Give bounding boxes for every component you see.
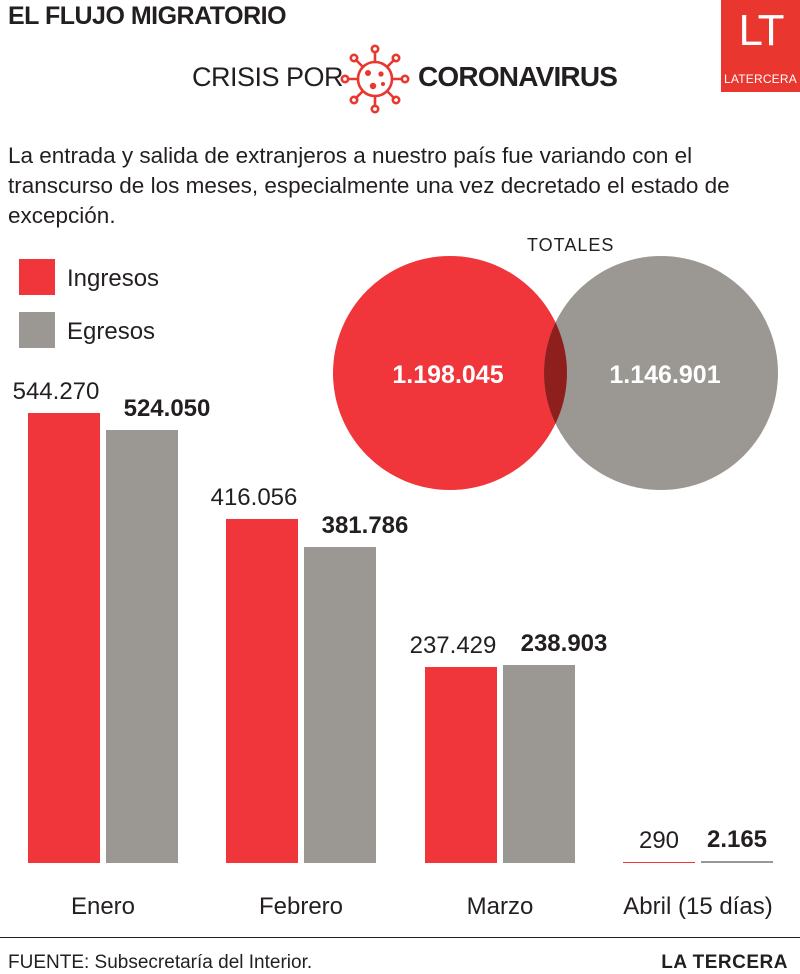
category-label-0: Enero: [70, 893, 136, 920]
bar-ingresos-1: [226, 519, 298, 863]
category-label-3: Abril (15 días): [623, 893, 773, 920]
footer-brand: LA TERCERA: [661, 952, 788, 973]
intro-text: La entrada y salida de extranjeros a nue…: [8, 143, 730, 228]
venn-egresos-circle: [544, 256, 778, 490]
value-label-egresos-1: 381.786: [321, 512, 409, 540]
legend-label-egresos: Egresos: [67, 318, 156, 345]
total-ingresos: 1.198.045: [392, 361, 503, 389]
total-egresos: 1.146.901: [609, 361, 720, 389]
value-label-ingresos-3: 290: [638, 827, 680, 854]
coronavirus-icon: [340, 44, 410, 114]
value-label-egresos-2: 238.903: [520, 630, 608, 658]
totals-venn: 1.198.045 1.146.901: [333, 256, 778, 490]
bar-egresos-2: [503, 665, 575, 863]
logo-mark: LT: [738, 6, 784, 55]
legend-label-ingresos: Ingresos: [67, 265, 160, 292]
value-label-ingresos-2: 237.429: [409, 631, 497, 659]
totals-label: TOTALES: [527, 235, 615, 255]
la-tercera-logo: LT LATERCERA: [721, 0, 800, 92]
logo-name: LATERCERA: [724, 72, 797, 86]
value-label-egresos-3: 2.165: [706, 826, 768, 854]
legend-swatch-ingresos: [19, 259, 55, 295]
bar-egresos-1: [304, 547, 376, 863]
baseline: [0, 937, 800, 938]
legend-swatch-egresos: [19, 312, 55, 348]
value-label-egresos-0: 524.050: [123, 394, 211, 422]
crisis-prefix: CRISIS POR: [192, 62, 344, 92]
venn-ingresos-circle: [333, 256, 567, 490]
bar-ingresos-0: [28, 413, 100, 863]
value-label-ingresos-0: 544.270: [12, 378, 100, 405]
value-label-ingresos-1: 416.056: [210, 484, 298, 511]
category-label-2: Marzo: [466, 893, 534, 920]
category-label-1: Febrero: [258, 893, 344, 920]
bar-egresos-3: [701, 861, 773, 863]
bar-egresos-0: [106, 429, 178, 863]
crisis-title: CORONAVIRUS: [418, 61, 618, 92]
bar-ingresos-3: [623, 862, 695, 863]
page-title: EL FLUJO MIGRATORIO: [8, 2, 287, 30]
bar-ingresos-2: [425, 666, 497, 863]
source-note: FUENTE: Subsecretaría del Interior.: [8, 952, 313, 973]
